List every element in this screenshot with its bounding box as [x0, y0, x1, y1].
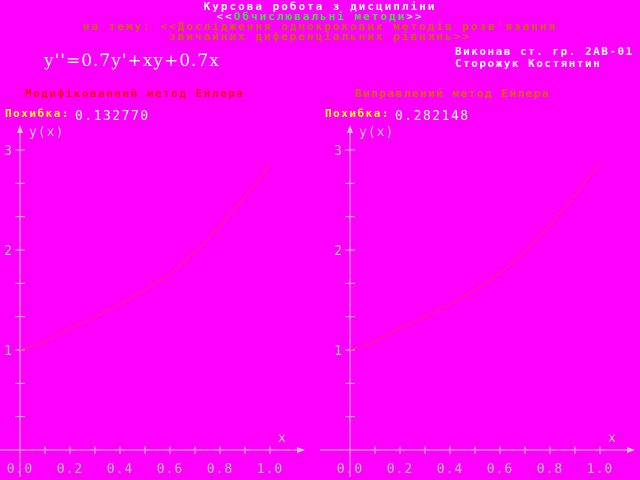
x-axis-title: x	[608, 431, 617, 446]
differential-equation: y''=0.7y'+xy+0.7x	[44, 51, 220, 71]
course-subject: <<Обчислювальні методи>>	[0, 10, 640, 23]
x-tick-label: 0.6	[157, 462, 183, 477]
author-name: Сторожук Костянтин	[455, 57, 602, 70]
y-axis-arrow-icon	[17, 125, 23, 133]
left-error-label: Похибка:	[5, 107, 70, 120]
topic-line-2: звичайних диференціальних рівнянь>>	[169, 30, 471, 43]
x-tick-label: 1.0	[257, 462, 283, 477]
y-tick-label: 1	[334, 344, 343, 359]
left-plot: 1 2 3 0.0 0.2 0.4 0.6 0.8 1.0 y(x) x	[0, 125, 305, 477]
y-tick-label: 2	[4, 244, 13, 259]
x-tick-label: 0.2	[387, 462, 413, 477]
x-tick-label: 0.0	[337, 462, 363, 477]
author-block: Виконав ст. гр. 2АВ-01 Сторожук Костянти…	[455, 46, 634, 70]
y-tick-label: 1	[4, 344, 13, 359]
x-tick-label: 0.4	[437, 462, 463, 477]
x-tick-label: 0.4	[107, 462, 133, 477]
x-tick-label: 0.2	[57, 462, 83, 477]
y-axis-arrow-icon	[347, 125, 353, 133]
subject-bracket-close: >>	[406, 10, 424, 23]
x-tick-label: 0.8	[207, 462, 233, 477]
right-error-label: Похибка:	[325, 107, 390, 120]
x-tick-label: 0.0	[7, 462, 33, 477]
x-tick-label: 1.0	[587, 462, 613, 477]
x-tick-label: 0.6	[487, 462, 513, 477]
right-error-row: Похибка: 0.282148	[325, 105, 470, 124]
y-axis-title: y(x)	[359, 125, 394, 140]
right-error-value: 0.282148	[394, 109, 470, 124]
y-tick-label: 2	[334, 244, 343, 259]
y-tick-label: 3	[334, 144, 343, 159]
right-plot: 1 2 3 0.0 0.2 0.4 0.6 0.8 1.0 y(x) x	[320, 125, 635, 477]
solution-curve	[349, 162, 601, 351]
left-error-row: Похибка: 0.132770	[5, 105, 150, 124]
subject-bracket-open: <<	[216, 10, 234, 23]
x-axis-arrow-icon	[627, 447, 635, 453]
solution-curve	[19, 164, 271, 351]
left-error-value: 0.132770	[74, 109, 150, 124]
y-axis-title: y(x)	[29, 125, 64, 140]
course-title: Курсова робота з дисципліни	[203, 0, 437, 13]
x-axis-arrow-icon	[297, 447, 305, 453]
subject-name: Обчислювальні методи	[233, 10, 407, 23]
x-axis-title: x	[278, 431, 287, 446]
x-tick-label: 0.8	[537, 462, 563, 477]
y-tick-label: 3	[4, 144, 13, 159]
right-method-title: Виправлений метод Ейлера	[355, 87, 550, 100]
topic-line-1: на тему: <<Дослідження однокрокових мето…	[82, 20, 558, 33]
author-group: Виконав ст. гр. 2АВ-01	[455, 45, 634, 58]
left-method-title: Модифікованний метод Ейлера	[25, 87, 245, 100]
